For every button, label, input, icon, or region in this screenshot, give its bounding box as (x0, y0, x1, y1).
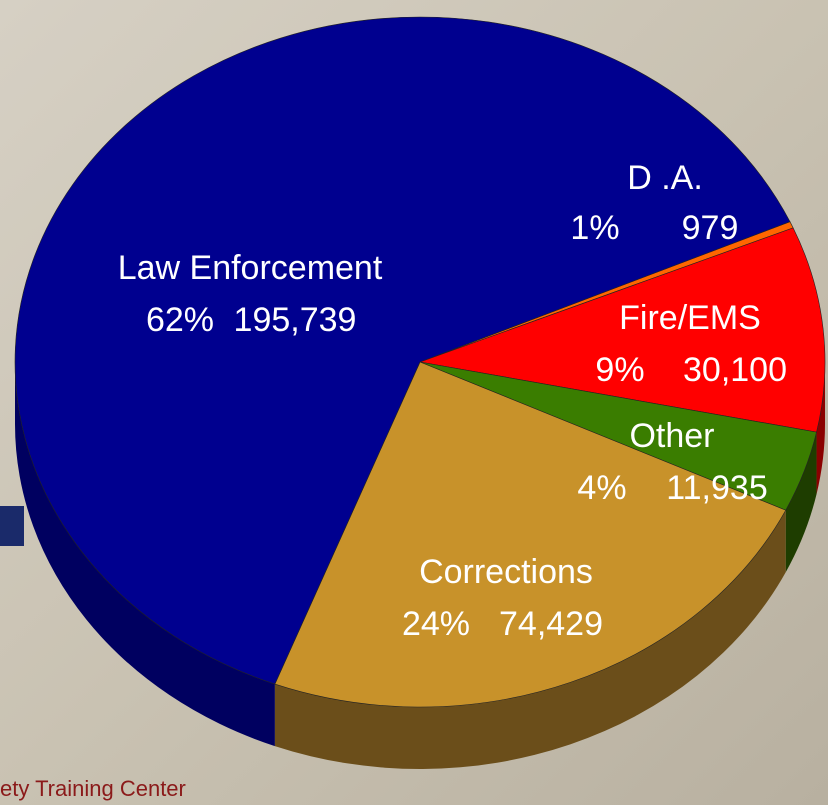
pie-sides (15, 362, 825, 770)
slice-percent: 1% (570, 209, 619, 247)
slice-value: 979 (682, 209, 739, 247)
slice-side (816, 362, 825, 495)
footer: ety Training Center (0, 776, 186, 801)
slice-percent: 9% (595, 351, 644, 389)
slice-value: 195,739 (234, 301, 357, 339)
slice-category: Law Enforcement (118, 249, 383, 287)
slice-category: Fire/EMS (619, 299, 761, 337)
slice-side (274, 510, 786, 770)
pie-tops (14, 16, 826, 708)
slice (274, 361, 787, 708)
slice-side (15, 362, 275, 747)
slice-value: 11,935 (666, 469, 767, 507)
slice-category: D .A. (627, 159, 703, 197)
slice-value: 30,100 (683, 351, 787, 389)
slice-category: Other (629, 417, 714, 455)
decor-bar (0, 506, 24, 546)
slice-value: 74,429 (499, 605, 603, 643)
slice-category: Corrections (419, 553, 593, 591)
slice-percent: 24% (402, 605, 470, 643)
slice-side (785, 432, 817, 573)
slice (14, 16, 791, 685)
slice-percent: 62% (146, 301, 214, 339)
slice (418, 227, 826, 433)
slice-percent: 4% (577, 469, 626, 507)
